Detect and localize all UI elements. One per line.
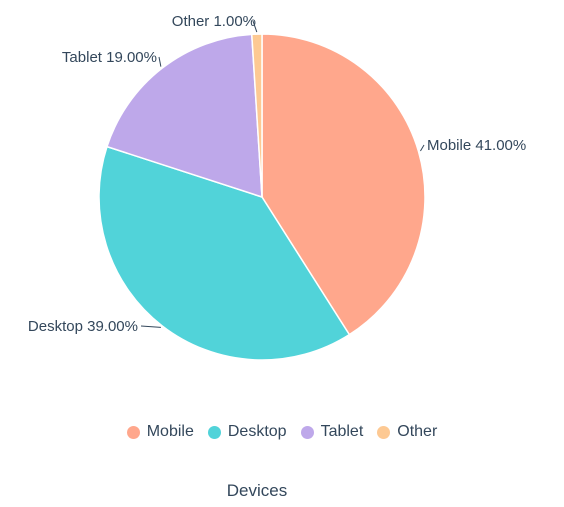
legend-item-mobile[interactable]: Mobile	[126, 423, 194, 441]
leader-line-desktop	[140, 325, 161, 328]
slice-label-tablet: Tablet 19.00%	[62, 49, 157, 66]
pie-slice-tablet[interactable]	[106, 33, 263, 199]
slice-label-mobile: Mobile 41.00%	[427, 137, 526, 154]
pie-slice-desktop[interactable]	[98, 145, 351, 361]
leader-line-tablet	[158, 56, 162, 67]
leader-line-mobile	[420, 144, 425, 152]
legend-label-desktop: Desktop	[227, 423, 287, 440]
chart-legend: Mobile Desktop Tablet Other	[0, 423, 564, 441]
legend-label-mobile: Mobile	[146, 423, 194, 440]
legend-item-desktop[interactable]: Desktop	[207, 423, 287, 441]
legend-swatch-tablet	[300, 425, 314, 439]
pie-slice-other[interactable]	[250, 33, 263, 198]
legend-label-tablet: Tablet	[320, 423, 364, 440]
pie-chart: Mobile 41.00% Desktop 39.00% Tablet 19.00%…	[28, 13, 526, 361]
legend-label-other: Other	[397, 423, 438, 440]
slice-label-other: Other 1.00%	[172, 13, 256, 30]
legend-item-other[interactable]: Other	[377, 423, 437, 441]
pie-slice-mobile[interactable]	[261, 33, 426, 336]
legend-swatch-mobile	[126, 425, 140, 439]
legend-swatch-desktop	[207, 425, 221, 439]
x-axis-title: Devices	[226, 481, 288, 500]
leader-line-other	[252, 20, 258, 33]
legend-swatch-other	[377, 425, 391, 439]
legend-item-tablet[interactable]: Tablet	[300, 423, 364, 441]
slice-label-desktop: Desktop 39.00%	[28, 318, 138, 335]
